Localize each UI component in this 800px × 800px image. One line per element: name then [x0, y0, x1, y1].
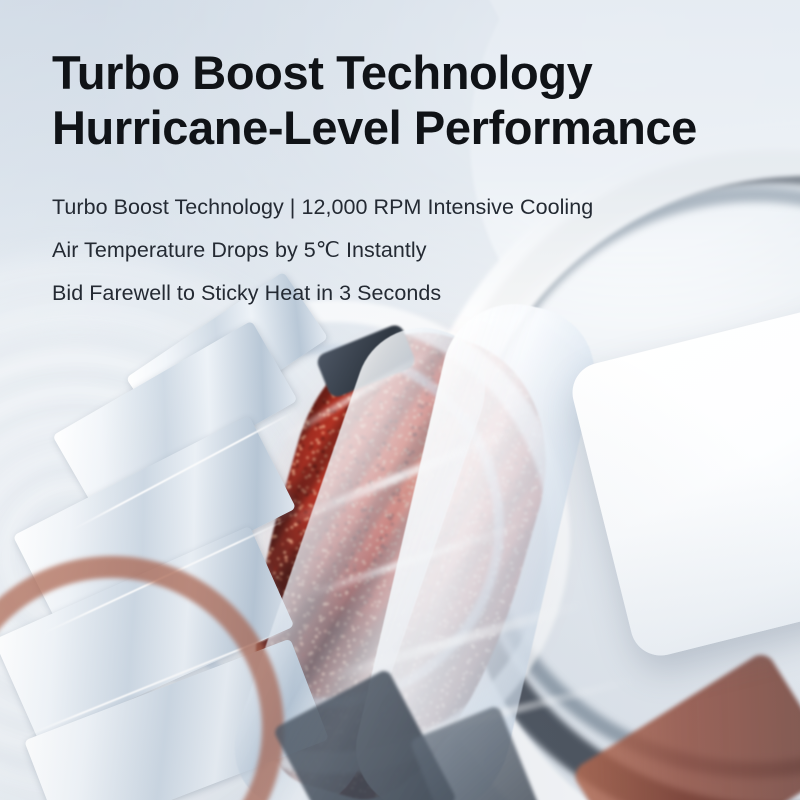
white-product-panel [566, 298, 800, 662]
fan-sweep-swirl-inner [0, 330, 300, 780]
rotor-hub-detail [314, 322, 418, 400]
shadow-wedge-2 [409, 704, 547, 800]
stator-ring-inner [140, 344, 504, 708]
blade-specular-streak-5 [343, 675, 637, 757]
blade-specular-streak-3 [323, 598, 587, 684]
blade-specular-streak-1 [287, 423, 523, 526]
copper-winding-bands [208, 304, 578, 800]
fan-blade-front [216, 315, 504, 800]
fin-highlight-1 [72, 411, 294, 531]
copper-blade-lower-right [570, 649, 800, 800]
stator-fin-4 [24, 638, 329, 800]
headline-line-2: Hurricane-Level Performance [52, 101, 697, 154]
fan-blade-right [343, 289, 607, 800]
fin-highlight-2 [42, 519, 286, 635]
marketing-copy-block: Turbo Boost Technology Hurricane-Level P… [52, 40, 772, 306]
stator-fin-3 [0, 525, 295, 741]
fin-highlight-3 [24, 628, 289, 738]
feature-line-speed: Bid Farewell to Sticky Heat in 3 Seconds [52, 281, 442, 305]
fan-sweep-swirl-outer [0, 250, 400, 800]
feature-line-temperature: Air Temperature Drops by 5℃ Instantly [52, 238, 427, 262]
stator-ring-outer [51, 255, 615, 800]
stator-fin-2 [12, 415, 297, 629]
shadow-wedge-1 [272, 668, 458, 800]
blade-specular-streak-4 [273, 344, 441, 446]
copper-rim-arc [0, 511, 329, 800]
stator-fin-1 [52, 320, 298, 516]
copper-rotor-core [208, 304, 578, 800]
feature-line-rpm: Turbo Boost Technology | 12,000 RPM Inte… [52, 195, 594, 219]
headline-line-1: Turbo Boost Technology [52, 46, 593, 99]
rotor-heat-glow [193, 307, 607, 800]
copper-winding-texture [208, 304, 578, 800]
blade-specular-streak-2 [304, 520, 526, 599]
